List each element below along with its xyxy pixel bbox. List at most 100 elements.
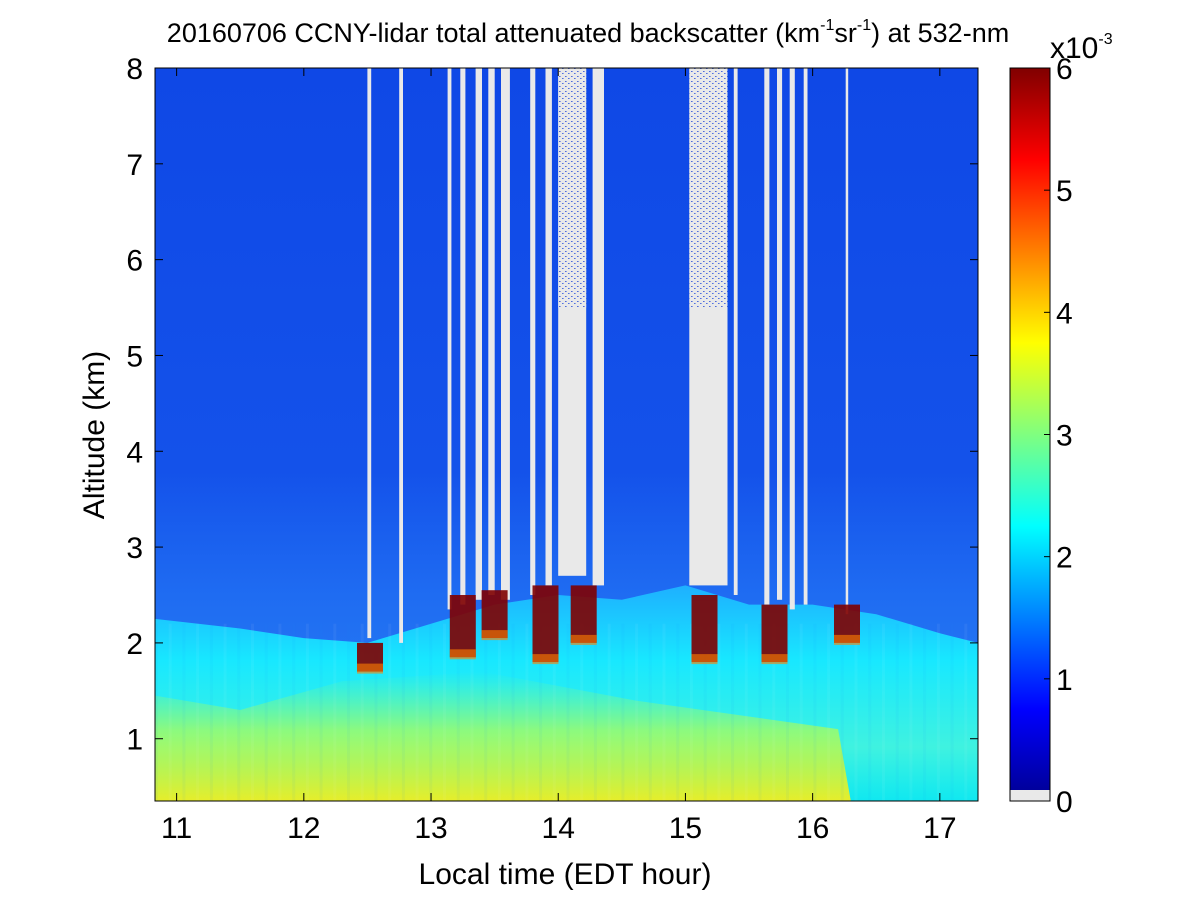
y-axis-label: Altitude (km)	[78, 351, 111, 519]
pbl-striation	[374, 623, 378, 801]
x-tick-label: 15	[669, 812, 702, 845]
no-signal-column	[367, 68, 372, 639]
no-signal-column	[501, 68, 510, 600]
colorbar-gradient	[1010, 68, 1050, 801]
colorbar: 0 1 2 3 4 5 6 x10-3	[1009, 31, 1113, 819]
pbl-striation	[923, 623, 927, 801]
x-tick-label: 14	[542, 812, 575, 845]
x-axis: 11 12 13 14 15 16 17	[161, 68, 957, 845]
colorbar-tick-label: 3	[1056, 420, 1073, 453]
cloud-feature	[570, 585, 597, 643]
pbl-striation	[635, 623, 639, 801]
cloud-base-edge	[532, 654, 559, 665]
no-signal-column	[475, 68, 482, 600]
y-axis: 1 2 3 4 5 6 7 8	[126, 53, 978, 757]
noise-speckle	[558, 68, 587, 308]
pbl-striation	[456, 623, 460, 801]
pbl-striation	[717, 623, 721, 801]
pbl-striation	[895, 623, 899, 801]
pbl-striation	[689, 623, 693, 801]
cloud-base-edge	[691, 654, 718, 665]
pbl-striation	[223, 623, 227, 801]
pbl-striation	[388, 623, 392, 801]
pbl-striation	[278, 623, 282, 801]
colorbar-below-range	[1010, 790, 1050, 801]
pbl-striation	[292, 623, 296, 801]
pbl-striation	[758, 623, 762, 801]
pbl-striation	[155, 623, 158, 801]
no-signal-column	[488, 68, 495, 595]
y-tick-label: 7	[126, 149, 143, 182]
pbl-striation	[909, 623, 913, 801]
colorbar-tick-label: 1	[1056, 664, 1073, 697]
x-tick-label: 16	[796, 812, 829, 845]
cloud-features	[357, 585, 860, 674]
pbl-striation	[196, 623, 200, 801]
y-tick-label: 3	[126, 532, 143, 565]
no-signal-column	[530, 68, 536, 595]
no-signal-regions	[367, 68, 849, 643]
no-signal-column	[399, 68, 403, 643]
chart-title: 20160706 CCNY-lidar total attenuated bac…	[167, 17, 1009, 48]
pbl-striation	[333, 623, 337, 801]
no-signal-column	[447, 68, 452, 610]
pbl-striation	[950, 623, 954, 801]
pbl-striation	[593, 623, 597, 801]
no-signal-column	[592, 68, 604, 586]
pbl-striation	[251, 623, 254, 801]
no-signal-column	[803, 68, 808, 605]
x-tick-label: 17	[923, 812, 956, 845]
pbl-striation	[964, 623, 968, 801]
no-signal-column	[777, 68, 783, 600]
cloud-feature	[691, 595, 718, 663]
pbl-striation	[305, 623, 309, 801]
no-signal-column	[733, 68, 738, 595]
cloud-base-edge	[834, 634, 860, 645]
pbl-striation	[401, 623, 405, 801]
no-signal-column	[845, 68, 849, 615]
pbl-striation	[607, 623, 611, 801]
no-signal-column	[764, 68, 770, 605]
colorbar-tick-label: 2	[1056, 542, 1073, 575]
y-tick-label: 5	[126, 340, 143, 373]
pbl-striation	[580, 623, 584, 801]
pbl-striation	[209, 623, 213, 801]
pbl-striation	[621, 623, 625, 801]
pbl-striation	[882, 623, 885, 801]
pbl-striation	[347, 623, 350, 801]
x-tick-label: 11	[161, 812, 192, 845]
pbl-striation	[868, 623, 872, 801]
pbl-striation	[484, 623, 488, 801]
y-tick-label: 6	[126, 245, 143, 278]
y-tick-label: 1	[126, 724, 143, 757]
colorbar-tick-label: 4	[1056, 297, 1073, 330]
cloud-base-edge	[761, 654, 788, 665]
colorbar-tick-label: 6	[1056, 53, 1073, 86]
cloud-feature	[761, 604, 788, 663]
pbl-striation	[703, 623, 707, 801]
pbl-striation	[799, 623, 803, 801]
no-signal-column	[789, 68, 795, 610]
colorbar-tick-label: 0	[1056, 786, 1073, 819]
pbl-striation	[648, 623, 652, 801]
pbl-striation	[552, 623, 556, 801]
y-tick-label: 8	[126, 53, 143, 86]
pbl-striation	[840, 623, 844, 801]
colorbar-multiplier: x10-3	[1050, 31, 1113, 65]
plot-area	[155, 68, 978, 801]
pbl-striation	[772, 623, 776, 801]
cloud-base-edge	[357, 663, 383, 674]
cloud-feature	[449, 595, 476, 658]
x-tick-label: 13	[414, 812, 447, 845]
near-surface-aerosol-max	[155, 671, 851, 801]
pbl-striation	[827, 623, 831, 801]
pbl-striation	[415, 623, 419, 801]
pbl-striation	[854, 623, 858, 801]
pbl-striation	[470, 623, 474, 801]
pbl-striation	[237, 623, 241, 801]
noise-speckle	[689, 68, 728, 308]
pbl-striation	[429, 623, 433, 801]
pbl-striation	[786, 623, 789, 801]
pbl-striation	[443, 623, 446, 801]
